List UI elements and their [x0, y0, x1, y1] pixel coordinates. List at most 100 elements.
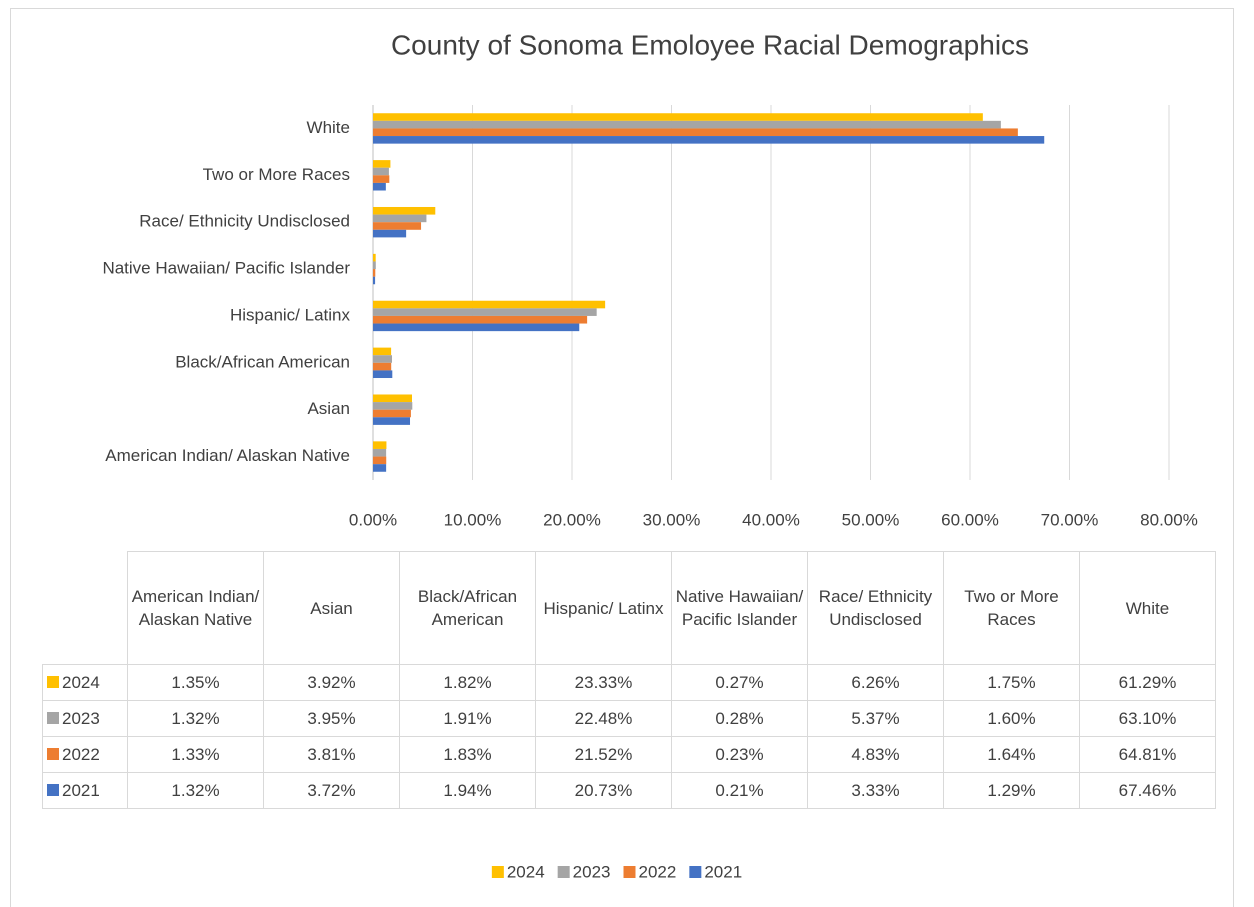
- x-tick-label: 10.00%: [444, 510, 502, 529]
- table-header-row: American Indian/ Alaskan Native Asian Blac…: [42, 551, 1216, 665]
- table-header-cell: Race/ Ethnicity Undisclosed: [807, 551, 944, 665]
- table-cell: 22.48%: [535, 700, 672, 737]
- table-header-cell: Two or More Races: [943, 551, 1080, 665]
- bar: [373, 441, 387, 449]
- table-cell: 1.75%: [943, 664, 1080, 701]
- table-cell: 61.29%: [1079, 664, 1216, 701]
- bar: [373, 206, 436, 215]
- table-cell: 3.33%: [807, 772, 944, 809]
- legend-swatch: [47, 747, 59, 760]
- bar: [373, 355, 393, 363]
- x-tick-label: 0.00%: [349, 510, 397, 529]
- bar: [373, 229, 407, 238]
- table-corner: [42, 551, 128, 665]
- legend-label: 2022: [639, 862, 677, 881]
- x-tick-label: 30.00%: [643, 510, 701, 529]
- bar: [373, 362, 392, 371]
- legend-label: 2023: [573, 862, 611, 881]
- bar: [373, 253, 376, 262]
- x-tick-label: 50.00%: [842, 510, 900, 529]
- bar: [373, 409, 411, 418]
- bar: [373, 160, 391, 168]
- y-tick-label: White: [307, 118, 350, 137]
- chart-frame: [10, 8, 1234, 907]
- table-header-cell: Asian: [263, 551, 400, 665]
- bar: [373, 182, 386, 191]
- table-header-cell: Hispanic/ Latinx: [535, 551, 672, 665]
- x-tick-label: 20.00%: [543, 510, 601, 529]
- series-name: 2021: [62, 780, 100, 800]
- table-cell: 3.92%: [263, 664, 400, 701]
- bar: [373, 370, 393, 379]
- table-cell: 0.21%: [671, 772, 808, 809]
- legend-item: 2022: [623, 862, 677, 881]
- x-tick-label: 70.00%: [1041, 510, 1099, 529]
- table-key-cell: 2023: [42, 700, 128, 737]
- bar: [373, 315, 588, 324]
- table-cell: 63.10%: [1079, 700, 1216, 737]
- table-cell: 1.94%: [399, 772, 536, 809]
- legend-swatch: [689, 866, 702, 878]
- legend-swatch: [47, 675, 59, 688]
- table-cell: 6.26%: [807, 664, 944, 701]
- y-tick-label: Race/ Ethnicity Undisclosed: [139, 212, 350, 231]
- table-cell: 4.83%: [807, 736, 944, 773]
- table-cell: 1.32%: [127, 772, 264, 809]
- x-tick-label: 40.00%: [742, 510, 800, 529]
- bar: [373, 214, 427, 223]
- table-row: 2022 1.33% 3.81% 1.83% 21.52% 0.23% 4.83% 1.64%…: [42, 736, 1216, 773]
- table-key-cell: 2021: [42, 772, 128, 809]
- table-row: 2021 1.32% 3.72% 1.94% 20.73% 0.21% 3.33% 1.29%…: [42, 772, 1216, 809]
- table-cell: 0.27%: [671, 664, 808, 701]
- table-cell: 1.64%: [943, 736, 1080, 773]
- table-cell: 67.46%: [1079, 772, 1216, 809]
- table-cell: 21.52%: [535, 736, 672, 773]
- table-cell: 23.33%: [535, 664, 672, 701]
- data-table: American Indian/ Alaskan Native Asian Blac…: [42, 551, 1216, 809]
- bar: [373, 136, 1045, 144]
- table-cell: 64.81%: [1079, 736, 1216, 773]
- bar: [373, 175, 390, 183]
- bar: [373, 308, 597, 316]
- chart-title: County of Sonoma Emoloyee Racial Demogra…: [391, 29, 1029, 60]
- legend-swatch: [623, 866, 636, 878]
- y-tick-label: Two or More Races: [203, 165, 350, 184]
- table-cell: 1.83%: [399, 736, 536, 773]
- legend-label: 2024: [507, 862, 545, 881]
- bar: [373, 300, 606, 309]
- series-name: 2023: [62, 708, 100, 728]
- bar: [373, 269, 376, 277]
- table-header-cell: White: [1079, 551, 1216, 665]
- table-row: 2024 1.35% 3.92% 1.82% 23.33% 0.27% 6.26% 1.75%…: [42, 664, 1216, 701]
- bar: [373, 394, 413, 403]
- table-cell: 1.91%: [399, 700, 536, 737]
- bar: [373, 113, 983, 121]
- table-cell: 3.95%: [263, 700, 400, 737]
- series-name: 2022: [62, 744, 100, 764]
- legend-item: 2023: [557, 862, 611, 881]
- table-cell: 3.81%: [263, 736, 400, 773]
- bar: [373, 128, 1018, 137]
- bar: [373, 167, 389, 176]
- table-cell: 1.33%: [127, 736, 264, 773]
- legend-swatch: [47, 783, 59, 796]
- table-cell: 3.72%: [263, 772, 400, 809]
- table-cell: 0.23%: [671, 736, 808, 773]
- bar: [373, 448, 387, 457]
- y-tick-label: Black/African American: [175, 352, 350, 371]
- table-header-cell: Black/African American: [399, 551, 536, 665]
- y-tick-label: American Indian/ Alaskan Native: [105, 446, 350, 465]
- bar: [373, 347, 392, 356]
- legend-swatch: [491, 866, 504, 878]
- bar: [373, 417, 411, 425]
- bar: [373, 402, 413, 410]
- x-tick-label: 80.00%: [1140, 510, 1198, 529]
- series-name: 2024: [62, 672, 100, 692]
- table-cell: 20.73%: [535, 772, 672, 809]
- table-cell: 1.35%: [127, 664, 264, 701]
- legend-swatch: [557, 866, 570, 878]
- bar: [373, 456, 387, 465]
- table-header-cell: American Indian/ Alaskan Native: [127, 551, 264, 665]
